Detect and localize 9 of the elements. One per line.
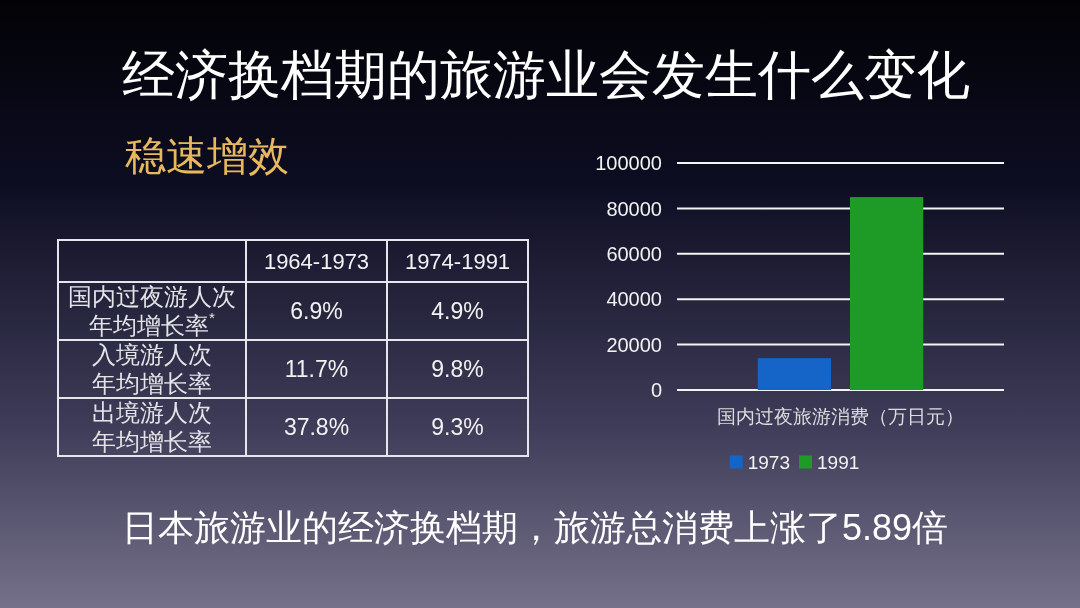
title: 经济换档期的旅游业会发生什么变化 xyxy=(122,46,970,105)
cell: 9.8% xyxy=(431,356,484,383)
cell: 11.7% xyxy=(284,356,349,383)
annotation: 日本旅游业的经济换档期，旅游总消费上涨了5.89倍 xyxy=(122,506,949,548)
subtitle: 稳速增效 xyxy=(125,132,289,179)
cell: 9.3% xyxy=(431,414,484,441)
cell: 37.8% xyxy=(283,414,350,441)
cell: 4.9% xyxy=(431,298,484,325)
cell: 6.9% xyxy=(290,298,343,325)
